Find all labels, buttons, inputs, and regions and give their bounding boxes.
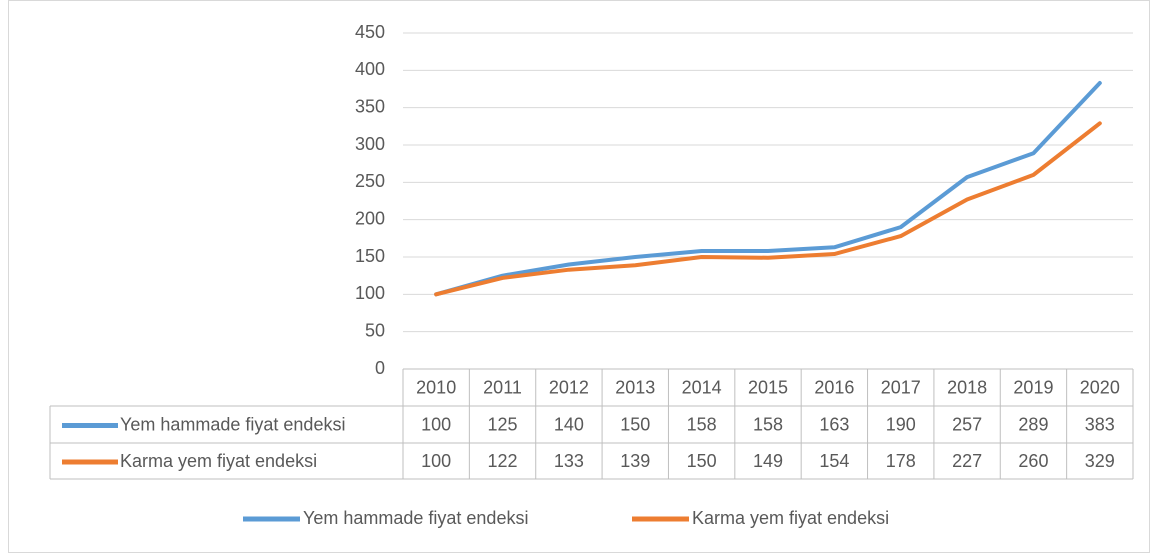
table-cell: 257 (952, 414, 982, 434)
table-cell: 154 (819, 451, 849, 471)
table-cell: 289 (1018, 414, 1048, 434)
x-tick-label: 2014 (682, 377, 722, 397)
y-tick-label: 300 (355, 134, 385, 154)
table-cell: 190 (886, 414, 916, 434)
table-cell: 125 (488, 414, 518, 434)
x-tick-label: 2011 (483, 377, 522, 397)
x-tick-label: 2019 (1013, 377, 1053, 397)
y-tick-label: 100 (355, 283, 385, 303)
table-cell: 383 (1085, 414, 1115, 434)
y-tick-label: 400 (355, 59, 385, 79)
y-tick-label: 250 (355, 171, 385, 191)
table-cell: 133 (554, 451, 584, 471)
y-tick-label: 0 (375, 358, 385, 378)
y-tick-label: 200 (355, 208, 385, 228)
table-cell: 158 (753, 414, 783, 434)
x-tick-label: 2010 (416, 377, 456, 397)
y-tick-label: 350 (355, 96, 385, 116)
legend-label: Yem hammade fiyat endeksi (303, 508, 528, 528)
table-cell: 140 (554, 414, 584, 434)
table-cell: 150 (687, 451, 717, 471)
table-row-label: Karma yem fiyat endeksi (120, 451, 317, 471)
table-cell: 122 (488, 451, 518, 471)
table-cell: 100 (421, 414, 451, 434)
table-cell: 139 (620, 451, 650, 471)
chart-border (8, 0, 1150, 553)
table-row-label: Yem hammade fiyat endeksi (120, 414, 345, 434)
x-tick-label: 2015 (748, 377, 788, 397)
series-line (434, 121, 1102, 297)
y-tick-label: 150 (355, 246, 385, 266)
table-cell: 158 (687, 414, 717, 434)
table-cell: 178 (886, 451, 916, 471)
x-tick-label: 2016 (814, 377, 854, 397)
x-tick-label: 2012 (549, 377, 589, 397)
x-tick-label: 2018 (947, 377, 987, 397)
series-line (434, 81, 1102, 297)
table-cell: 260 (1018, 451, 1048, 471)
table-cell: 163 (819, 414, 849, 434)
table-cell: 150 (620, 414, 650, 434)
table-cell: 149 (753, 451, 783, 471)
y-tick-label: 450 (355, 22, 385, 42)
y-tick-label: 50 (365, 320, 385, 340)
table-cell: 329 (1085, 451, 1115, 471)
x-tick-label: 2020 (1080, 377, 1120, 397)
table-cell: 100 (421, 451, 451, 471)
x-tick-label: 2013 (615, 377, 655, 397)
table-cell: 227 (952, 451, 982, 471)
x-tick-label: 2017 (881, 377, 921, 397)
legend-label: Karma yem fiyat endeksi (692, 508, 889, 528)
